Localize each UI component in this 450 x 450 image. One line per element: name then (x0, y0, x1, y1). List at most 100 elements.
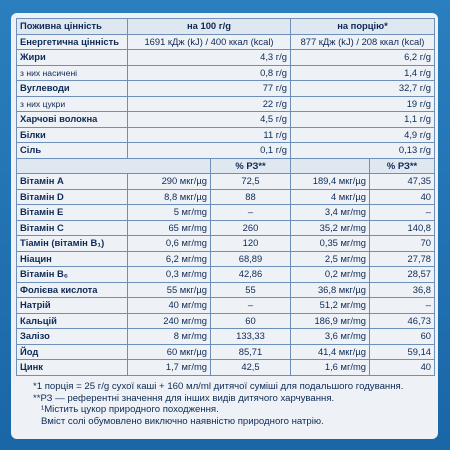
vitamin-portion: 3,4 мг/mg (290, 204, 370, 221)
vitamin-label: Тіамін (вітамін В₁) (16, 235, 128, 252)
nutrient-label: Жири (16, 49, 128, 66)
nutrient-per100: 22 г/g (127, 95, 291, 112)
energy-portion: 877 кДж (kJ) / 208 ккал (kcal) (290, 33, 435, 50)
vitamin-row: Вітамін С 65 мг/mg 260 35,2 мг/mg 140,8 (16, 219, 435, 236)
vitamin-per100: 0,6 мг/mg (127, 235, 211, 252)
vitamin-rsp-per100: 72,5 (210, 173, 291, 190)
vitamin-portion: 0,2 мг/mg (290, 266, 370, 283)
vitamin-rsp-per100: 42,86 (210, 266, 291, 283)
vitamin-row: Кальцій 240 мг/mg 60 186,9 мг/mg 46,73 (16, 312, 435, 329)
nutrient-row: Жири 4,3 г/g 6,2 г/g (16, 49, 435, 66)
vitamin-rsp-portion: 140,8 (369, 219, 435, 236)
header-nutrient: Поживна цінність (16, 18, 128, 35)
nutrient-per100: 11 г/g (127, 126, 291, 143)
nutrient-per100: 0,8 г/g (127, 64, 291, 81)
vitamin-rsp-per100: 55 (210, 281, 291, 298)
footnote-rsp: **РЗ — референтні значення для інших вид… (33, 392, 335, 404)
vitamin-per100: 290 мкг/µg (127, 173, 211, 190)
vitamin-portion: 51,2 мг/mg (290, 297, 370, 314)
rsp-header-empty (16, 157, 211, 174)
vitamin-rsp-portion: 46,73 (369, 312, 435, 329)
energy-per100: 1691 кДж (kJ) / 400 ккал (kcal) (127, 33, 291, 50)
nutrient-label: з них насичені (16, 64, 128, 81)
rsp-header-portion: % РЗ** (369, 157, 435, 174)
vitamin-label: Натрій (16, 297, 128, 314)
rsp-header-row: % РЗ** % РЗ** (16, 157, 435, 174)
vitamin-rsp-per100: 260 (210, 219, 291, 236)
nutrient-label: Вуглеводи (16, 80, 128, 97)
nutrient-per100: 0,1 г/g (127, 142, 291, 159)
vitamin-label: Цинк (16, 359, 128, 376)
nutrient-per100: 77 г/g (127, 80, 291, 97)
vitamin-rsp-per100: 85,71 (210, 343, 291, 360)
vitamin-per100: 8,8 мкг/µg (127, 188, 211, 205)
vitamin-rsp-portion: – (369, 297, 435, 314)
vitamin-rsp-per100: – (210, 204, 291, 221)
nutrient-row: з них насичені 0,8 г/g 1,4 г/g (16, 64, 435, 81)
vitamin-per100: 6,2 мг/mg (127, 250, 211, 267)
nutrient-portion: 0,13 г/g (290, 142, 435, 159)
vitamin-rsp-per100: – (210, 297, 291, 314)
nutrient-row: Харчові волокна 4,5 г/g 1,1 г/g (16, 111, 435, 128)
nutrient-per100: 4,5 г/g (127, 111, 291, 128)
vitamin-portion: 36,8 мкг/µg (290, 281, 370, 298)
footnotes: *1 порція = 25 г/g сухої каші + 160 мл/m… (33, 381, 423, 428)
vitamin-label: Залізо (16, 328, 128, 345)
vitamin-portion: 35,2 мг/mg (290, 219, 370, 236)
vitamin-rsp-per100: 133,33 (210, 328, 291, 345)
vitamin-row: Йод 60 мкг/µg 85,71 41,4 мкг/µg 59,14 (16, 343, 435, 360)
vitamin-rsp-portion: 70 (369, 235, 435, 252)
vitamin-rsp-portion: 47,35 (369, 173, 435, 190)
nutrition-table: Поживна цінність на 100 г/g на порцію* Е… (16, 18, 435, 376)
vitamin-row: Цинк 1,7 мг/mg 42,5 1,6 мг/mg 40 (16, 359, 435, 376)
vitamin-portion: 0,35 мг/mg (290, 235, 370, 252)
nutrient-portion: 32,7 г/g (290, 80, 435, 97)
vitamin-per100: 5 мг/mg (127, 204, 211, 221)
vitamin-label: Вітамін С (16, 219, 128, 236)
vitamin-row: Фолієва кислота 55 мкг/µg 55 36,8 мкг/µg 36,… (16, 281, 435, 298)
vitamin-per100: 1,7 мг/mg (127, 359, 211, 376)
nutrient-row: Вуглеводи 77 г/g 32,7 г/g (16, 80, 435, 97)
energy-label: Енергетична цінність (16, 33, 128, 50)
footnote-sugar: ¹Містить цукор природного походження. (41, 404, 219, 416)
energy-row: Енергетична цінність 1691 кДж (kJ) / 400… (16, 33, 435, 50)
vitamin-label: Вітамін D (16, 188, 128, 205)
vitamin-portion: 3,6 мг/mg (290, 328, 370, 345)
vitamin-rsp-portion: 40 (369, 188, 435, 205)
footnote-portion: *1 порція = 25 г/g сухої каші + 160 мл/m… (33, 381, 404, 392)
footnote-salt: Вміст солі обумовлено виключно наявністю… (41, 416, 324, 428)
nutrient-portion: 1,1 г/g (290, 111, 435, 128)
vitamin-label: Ніацин (16, 250, 128, 267)
vitamin-rsp-portion: – (369, 204, 435, 221)
vitamin-label: Вітамін А (16, 173, 128, 190)
nutrient-label: Харчові волокна (16, 111, 128, 128)
vitamin-per100: 0,3 мг/mg (127, 266, 211, 283)
vitamin-per100: 40 мг/mg (127, 297, 211, 314)
vitamin-row: Вітамін В₆ 0,3 мг/mg 42,86 0,2 мг/mg 28,57 (16, 266, 435, 283)
nutrient-portion: 6,2 г/g (290, 49, 435, 66)
vitamin-rsp-portion: 40 (369, 359, 435, 376)
vitamin-row: Натрій 40 мг/mg –51,2 мг/mg – (16, 297, 435, 314)
header-row: Поживна цінність на 100 г/g на порцію* (16, 18, 435, 35)
vitamin-portion: 186,9 мг/mg (290, 312, 370, 329)
vitamin-label: Вітамін В₆ (16, 266, 128, 283)
vitamin-row: Ніацин 6,2 мг/mg 68,89 2,5 мг/mg 27,78 (16, 250, 435, 267)
nutrient-label: з них цукри (16, 95, 128, 112)
vitamin-rsp-portion: 60 (369, 328, 435, 345)
vitamin-label: Вітамін Е (16, 204, 128, 221)
vitamin-rsp-per100: 60 (210, 312, 291, 329)
nutrient-portion: 19 г/g (290, 95, 435, 112)
vitamin-row: Вітамін D 8,8 мкг/µg 88 4 мкг/µg 40 (16, 188, 435, 205)
vitamin-row: Вітамін А 290 мкг/µg 72,5 189,4 мкг/µg 47,35 (16, 173, 435, 190)
nutrient-row: Білки 11 г/g 4,9 г/g (16, 126, 435, 143)
nutrition-panel: Поживна цінність на 100 г/g на порцію* Е… (11, 13, 438, 439)
nutrient-label: Сіль (16, 142, 128, 159)
vitamin-rsp-portion: 36,8 (369, 281, 435, 298)
vitamin-per100: 240 мг/mg (127, 312, 211, 329)
nutrient-portion: 4,9 г/g (290, 126, 435, 143)
vitamin-label: Йод (16, 343, 128, 360)
vitamin-per100: 55 мкг/µg (127, 281, 211, 298)
nutrient-per100: 4,3 г/g (127, 49, 291, 66)
vitamin-per100: 65 мг/mg (127, 219, 211, 236)
